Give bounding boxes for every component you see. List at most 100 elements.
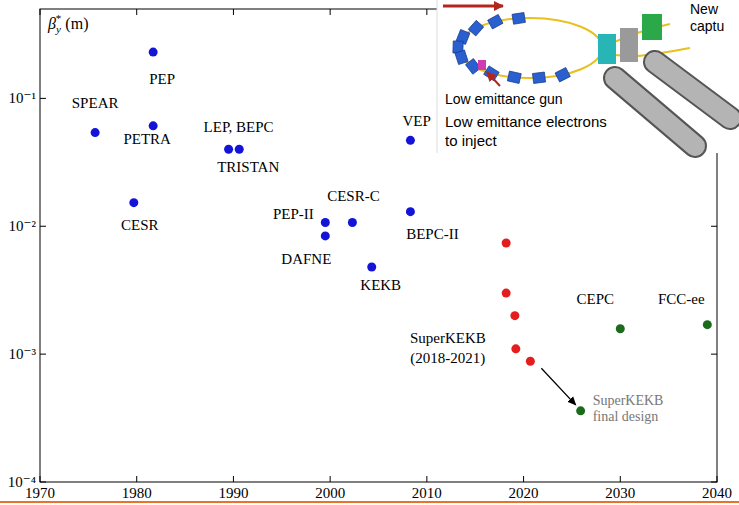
x-tick	[136, 9, 137, 15]
inset-background	[437, 0, 739, 153]
inset-magnet	[532, 72, 545, 83]
inset-arrow	[443, 5, 503, 8]
point	[235, 145, 244, 154]
y-tick	[40, 226, 46, 227]
point-label: CEPC	[577, 291, 615, 307]
y-tick	[711, 226, 717, 227]
x-tick	[40, 9, 41, 15]
y-tick	[40, 354, 46, 355]
y-title-part: β	[47, 15, 56, 33]
inset-ring	[458, 18, 602, 78]
point	[406, 207, 415, 216]
inset-label: captu	[690, 18, 724, 34]
y-tick-label: 10⁻¹	[9, 90, 36, 106]
point	[576, 406, 585, 415]
x-tick	[717, 476, 718, 482]
inset-block	[642, 14, 662, 40]
point	[526, 357, 535, 366]
inset-magnet	[555, 68, 570, 82]
point-label: PETRA	[123, 131, 171, 147]
x-tick-label: 2000	[315, 485, 345, 501]
point-label: CESR	[121, 217, 159, 233]
inset-magnet	[488, 14, 503, 29]
background	[0, 0, 739, 505]
inset-label: Low emittance gun	[445, 91, 563, 107]
point	[321, 218, 330, 227]
y-tick	[711, 482, 717, 483]
point-label: DAFNE	[281, 251, 331, 267]
point	[149, 121, 158, 130]
inset-block	[598, 34, 616, 64]
point	[406, 136, 415, 145]
point-label: SuperKEKB	[593, 393, 664, 408]
inset-magnet	[512, 12, 525, 24]
point-label: FCC-ee	[658, 291, 705, 307]
x-tick	[330, 9, 331, 15]
y-tick-label: 10⁻²	[9, 218, 37, 234]
inset-cylinder	[655, 62, 730, 118]
x-tick	[233, 9, 234, 15]
x-tick-label: 2030	[605, 485, 635, 501]
y-title-part: (m)	[61, 15, 88, 33]
inset-label: New	[690, 1, 719, 17]
x-tick	[330, 476, 331, 482]
x-tick	[136, 476, 137, 482]
point-label: SuperKEKB	[410, 330, 486, 346]
inset-label: Low emittance electrons	[445, 113, 607, 130]
point-label: (2018-2021)	[410, 350, 485, 367]
y-tick	[711, 354, 717, 355]
y-label-patch	[43, 12, 113, 36]
inset-label: to inject	[445, 132, 498, 149]
point	[149, 48, 158, 57]
x-tick-label: 1990	[218, 485, 248, 501]
inset-arrow	[487, 72, 500, 86]
point	[367, 263, 376, 272]
y-axis-title: βy* (m)	[47, 12, 88, 35]
inset: Low emittance gun Low emittance electrons…	[437, 0, 739, 153]
point	[129, 198, 138, 207]
point-label: PEP-II	[273, 206, 314, 222]
point	[502, 238, 511, 247]
point	[321, 231, 330, 240]
y-tick-label: 10⁻³	[9, 346, 37, 362]
y-tick-label: 10⁻⁴	[8, 474, 36, 490]
x-tick-label: 1980	[122, 485, 152, 501]
x-tick	[620, 476, 621, 482]
point-label: BEPC-II	[406, 226, 459, 242]
x-tick-label: 2020	[509, 485, 539, 501]
point	[616, 324, 625, 333]
x-tick	[523, 476, 524, 482]
y-title-part: y	[55, 23, 61, 35]
point-label: TRISTAN	[217, 159, 279, 175]
inset-block	[620, 28, 638, 62]
inset-edge	[437, 0, 438, 153]
point	[511, 344, 520, 353]
point-label: CESR-C	[327, 188, 380, 204]
x-tick-label: 2040	[702, 485, 732, 501]
x-tick	[233, 476, 234, 482]
point	[502, 289, 511, 298]
x-axis: 19701980199020002010202020302040	[25, 9, 732, 501]
point-label: KEKB	[360, 277, 401, 293]
point	[348, 218, 357, 227]
inset-magnet	[468, 20, 483, 36]
x-tick	[426, 9, 427, 15]
bottom-rule	[0, 501, 739, 503]
inset-magnet	[455, 50, 468, 65]
x-tick	[40, 476, 41, 482]
x-tick-label: 2010	[412, 485, 442, 501]
y-tick	[40, 482, 46, 483]
inset-cylinder	[655, 62, 730, 118]
y-tick	[40, 98, 46, 99]
point	[224, 145, 233, 154]
point-label: SPEAR	[72, 95, 119, 111]
point	[510, 311, 519, 320]
annotation-arrow	[541, 368, 575, 405]
point-label: VEP	[402, 113, 430, 129]
point	[703, 320, 712, 329]
chart: 1970198019902000201020202030204010⁻⁴10⁻³…	[0, 0, 739, 505]
point-label: final design	[593, 409, 659, 424]
inset-magnet	[507, 71, 521, 83]
x-tick	[426, 476, 427, 482]
inset-gun	[478, 60, 486, 70]
